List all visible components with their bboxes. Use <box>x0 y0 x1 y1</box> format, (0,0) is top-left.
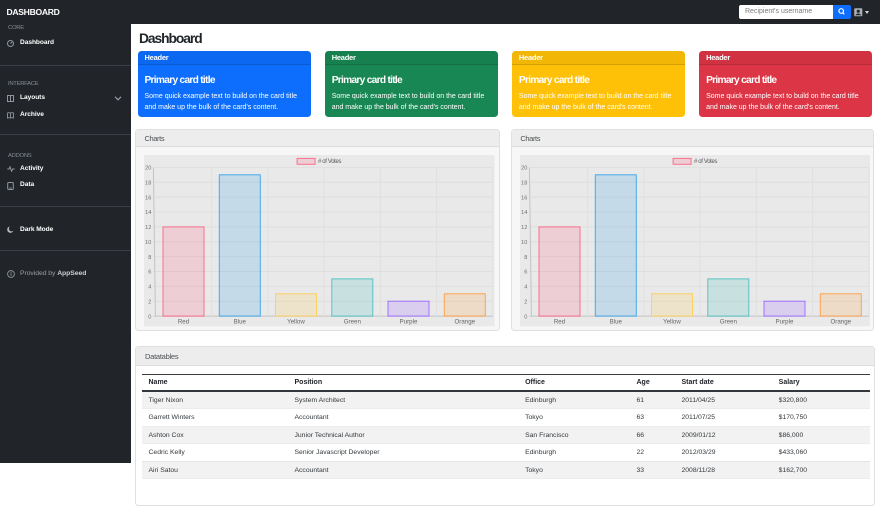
svg-text:6: 6 <box>524 270 527 276</box>
svg-text:Orange: Orange <box>455 319 476 326</box>
svg-text:Green: Green <box>720 319 738 326</box>
svg-text:12: 12 <box>145 225 151 231</box>
svg-text:Green: Green <box>344 319 362 326</box>
svg-text:# of Votes: # of Votes <box>318 159 341 165</box>
svg-text:2: 2 <box>148 300 151 306</box>
svg-text:10: 10 <box>521 240 527 246</box>
svg-text:4: 4 <box>148 285 151 291</box>
svg-text:Yellow: Yellow <box>663 319 681 326</box>
svg-text:14: 14 <box>521 211 527 217</box>
svg-text:Blue: Blue <box>234 319 247 326</box>
svg-text:18: 18 <box>521 181 527 187</box>
svg-text:20: 20 <box>145 166 151 172</box>
svg-text:10: 10 <box>145 240 151 246</box>
svg-text:Red: Red <box>178 319 190 326</box>
svg-text:0: 0 <box>524 315 527 321</box>
svg-text:Purple: Purple <box>400 319 418 326</box>
svg-text:0: 0 <box>148 315 151 321</box>
svg-text:20: 20 <box>521 166 527 172</box>
svg-text:18: 18 <box>145 181 151 187</box>
svg-text:Purple: Purple <box>776 319 794 326</box>
svg-text:16: 16 <box>145 196 151 202</box>
svg-text:12: 12 <box>521 225 527 231</box>
svg-text:8: 8 <box>148 255 151 261</box>
svg-text:14: 14 <box>145 211 151 217</box>
svg-text:8: 8 <box>524 255 527 261</box>
svg-text:Blue: Blue <box>610 319 623 326</box>
svg-text:Orange: Orange <box>830 319 851 326</box>
svg-text:# of Votes: # of Votes <box>694 159 717 165</box>
svg-text:4: 4 <box>524 285 527 291</box>
svg-text:6: 6 <box>148 270 151 276</box>
svg-text:16: 16 <box>521 196 527 202</box>
svg-text:Yellow: Yellow <box>287 319 305 326</box>
svg-text:Red: Red <box>554 319 566 326</box>
svg-text:2: 2 <box>524 300 527 306</box>
